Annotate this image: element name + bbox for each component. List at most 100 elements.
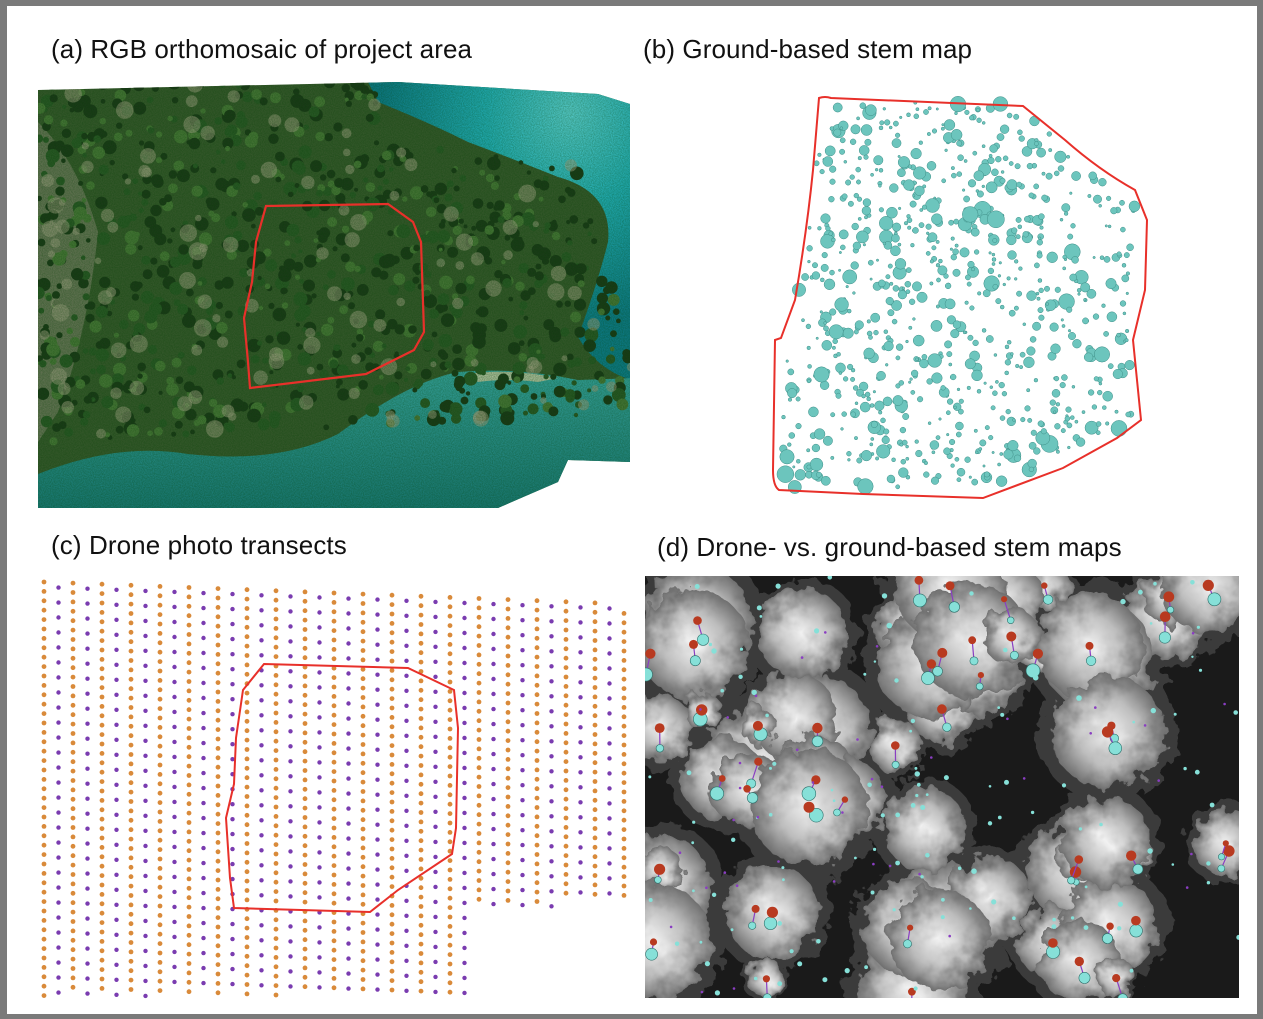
photo-point — [476, 840, 482, 846]
stem-circle — [1004, 370, 1009, 376]
photo-point — [70, 966, 76, 971]
photo-point — [215, 915, 221, 920]
tree-crowns — [645, 576, 1239, 998]
stem-circle — [1125, 328, 1130, 334]
photo-point — [375, 687, 380, 692]
stem-circle — [949, 247, 953, 251]
stem-circle — [987, 267, 995, 275]
photo-point — [41, 654, 47, 660]
stem-circle — [883, 428, 890, 435]
photo-point — [56, 630, 61, 635]
stem-circle — [787, 397, 793, 402]
photo-point — [56, 855, 61, 860]
photo-point — [476, 661, 482, 667]
photo-point — [505, 653, 511, 659]
photo-point — [172, 604, 177, 610]
photo-point — [578, 845, 583, 850]
photo-point — [491, 826, 496, 832]
stem-circle — [839, 137, 846, 144]
photo-point — [346, 671, 351, 676]
stem-circle — [970, 227, 980, 237]
stem-circle — [913, 113, 920, 120]
stem-circle — [841, 193, 848, 200]
stem-circle — [813, 366, 830, 383]
photo-point — [592, 797, 598, 803]
stem-circle — [1013, 454, 1022, 462]
photo-point — [215, 868, 221, 873]
photo-point — [157, 612, 163, 617]
photo-point — [143, 618, 148, 624]
stem-circle — [842, 269, 858, 285]
unmatched-point — [948, 934, 951, 938]
photo-point — [273, 597, 279, 603]
stem-circle — [820, 213, 831, 224]
stem-circle — [781, 414, 786, 420]
photo-point — [462, 765, 467, 771]
ground-stem — [925, 793, 929, 796]
stem-circle — [981, 184, 985, 189]
photo-point — [259, 638, 264, 643]
stem-circle — [886, 206, 898, 219]
photo-point — [215, 699, 221, 704]
stem-circle — [999, 304, 1005, 310]
stem-circle — [963, 159, 968, 163]
photo-point — [215, 943, 221, 949]
photo-point — [186, 669, 192, 675]
photo-point — [375, 837, 380, 842]
photo-point — [607, 756, 612, 761]
photo-point — [389, 968, 395, 974]
photo-point — [99, 863, 105, 869]
stem-circle — [1008, 309, 1016, 317]
photo-point — [230, 846, 235, 852]
stem-circle — [897, 168, 906, 178]
photo-point — [157, 734, 163, 740]
stem-circle — [1022, 231, 1029, 238]
photo-point — [157, 593, 163, 599]
photo-point — [99, 873, 105, 878]
photo-point — [578, 725, 583, 730]
ground-stem — [1132, 863, 1144, 875]
photo-point — [433, 869, 438, 875]
photo-point — [360, 666, 366, 672]
stem-circle — [922, 184, 927, 189]
photo-point — [563, 834, 569, 840]
stem-circle — [991, 451, 995, 454]
photo-point — [186, 895, 192, 901]
photo-point — [607, 651, 612, 656]
photo-point — [128, 827, 134, 833]
ground-stem — [781, 866, 785, 870]
photo-point — [418, 847, 424, 853]
photo-point — [143, 918, 148, 924]
stem-circle — [838, 120, 849, 131]
photo-point — [607, 636, 612, 641]
photo-point — [331, 694, 337, 699]
stem-circle — [937, 265, 948, 276]
ground-stem — [997, 706, 1001, 709]
photo-point — [41, 673, 47, 679]
unmatched-point — [738, 761, 742, 765]
photo-point — [360, 892, 366, 898]
photo-point — [128, 902, 134, 908]
photo-point — [549, 634, 554, 639]
photo-point — [549, 694, 554, 699]
photo-point — [476, 896, 482, 902]
photo-point — [215, 680, 221, 685]
photo-point — [389, 978, 395, 983]
photo-point — [244, 944, 250, 950]
photo-point — [302, 965, 308, 971]
photo-point — [186, 979, 192, 985]
photo-point — [389, 931, 395, 936]
photo-point — [114, 752, 119, 757]
stem-circle — [1064, 415, 1071, 422]
photo-point — [128, 676, 134, 682]
stem-circle — [918, 222, 925, 228]
photo-point — [476, 727, 482, 733]
photo-point — [534, 673, 540, 679]
photo-point — [230, 981, 235, 987]
photo-point — [172, 874, 177, 880]
stem-circle — [926, 231, 930, 235]
photo-point — [56, 765, 61, 770]
photo-point — [244, 700, 250, 705]
photo-point — [114, 587, 119, 592]
photo-point — [563, 740, 569, 746]
